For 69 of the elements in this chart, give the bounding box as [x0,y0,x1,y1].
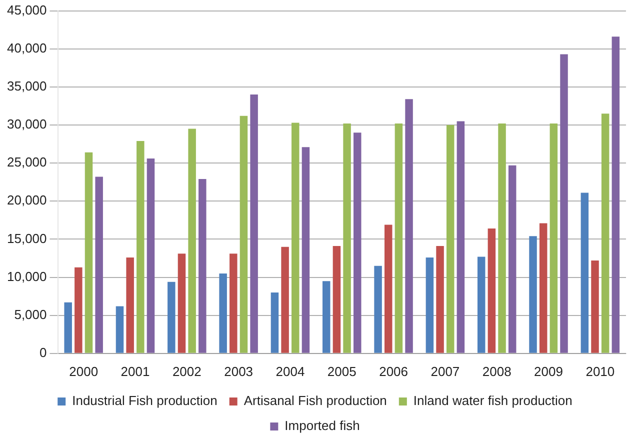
legend-label: Imported fish [284,418,360,434]
x-tick-label: 2008 [482,364,512,379]
bar [498,123,506,353]
x-tick-label: 2000 [69,364,98,379]
y-tick-label: 20,000 [6,192,47,208]
bar [539,223,548,353]
legend-label: Inland water fish production [413,393,572,408]
bar [456,121,465,353]
bar [354,132,362,353]
bar [529,236,537,353]
bar [302,147,310,353]
bar [230,254,238,353]
bar [374,266,382,353]
y-tick-label: 15,000 [6,230,47,246]
y-tick-label: 25,000 [6,154,47,170]
bar [126,257,134,353]
bar [198,179,206,353]
bar [446,125,454,353]
y-tick-label: 30,000 [6,116,47,132]
y-tick-label: 35,000 [6,78,47,94]
bar [146,158,155,353]
bar [436,246,444,353]
bar [240,116,248,353]
x-tick-label: 2003 [224,364,254,379]
x-tick-label: 2007 [430,364,460,379]
y-tick-label: 10,000 [6,268,47,284]
bar [188,128,196,353]
bar [292,122,300,353]
bar [560,54,568,353]
bar [64,302,72,353]
bar [322,281,330,353]
y-tick-label: 45,000 [6,2,47,18]
bar [136,140,144,353]
bar [550,123,558,353]
bar [116,306,124,353]
y-tick-label: 0 [40,344,47,360]
bar [394,123,403,353]
bar [384,224,392,353]
y-tick-label: 5,000 [14,306,47,322]
bar [168,282,176,353]
x-tick-label: 2001 [120,364,150,379]
legend-label: Industrial Fish production [72,393,218,408]
x-tick-label: 2004 [276,364,305,379]
x-tick-label: 2009 [534,364,563,379]
bar [508,165,516,353]
bar [591,260,599,353]
bar [343,123,351,353]
legend-label: Artisanal Fish production [244,393,387,408]
y-tick-label: 40,000 [6,40,47,56]
bar [270,292,279,353]
bar [405,99,413,353]
bar [332,246,341,353]
bar [488,228,496,353]
bar [95,176,103,353]
bar [281,246,289,353]
bar [74,267,82,353]
bar [84,152,93,353]
bar [178,254,186,353]
bar [477,256,486,353]
bar [426,257,434,353]
x-tick-label: 2005 [327,364,356,379]
bar [612,36,620,353]
x-tick-label: 2010 [586,364,615,379]
x-tick-label: 2002 [172,364,202,379]
x-tick-label: 2006 [379,364,408,379]
bar [219,273,227,353]
bar [580,192,589,353]
bar [250,94,258,353]
bar [601,114,610,353]
